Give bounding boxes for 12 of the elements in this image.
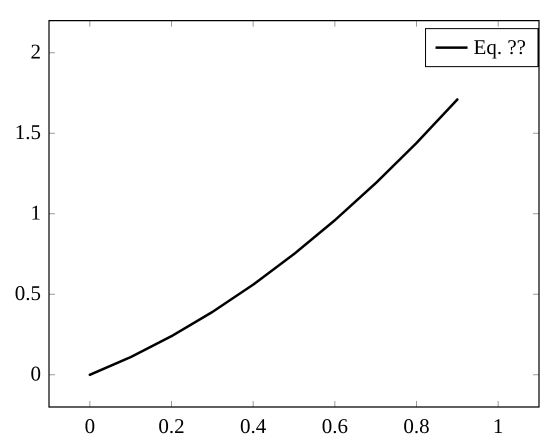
x-tick-label: 0.2 [158, 414, 185, 438]
y-tick-label: 0 [30, 361, 41, 386]
y-tick-label: 2 [30, 39, 41, 64]
x-tick-label: 0.6 [322, 414, 348, 438]
x-tick-label: 1 [492, 414, 504, 438]
y-tick-label: 0.5 [14, 280, 41, 305]
legend-label: Eq. ?? [474, 35, 526, 60]
x-tick-label: 0.8 [403, 414, 430, 438]
y-tick-label: 1.5 [14, 120, 41, 144]
x-tick-label: 0 [84, 414, 96, 438]
x-tick-label: 0.4 [240, 414, 267, 438]
y-tick-label: 1 [30, 200, 41, 224]
